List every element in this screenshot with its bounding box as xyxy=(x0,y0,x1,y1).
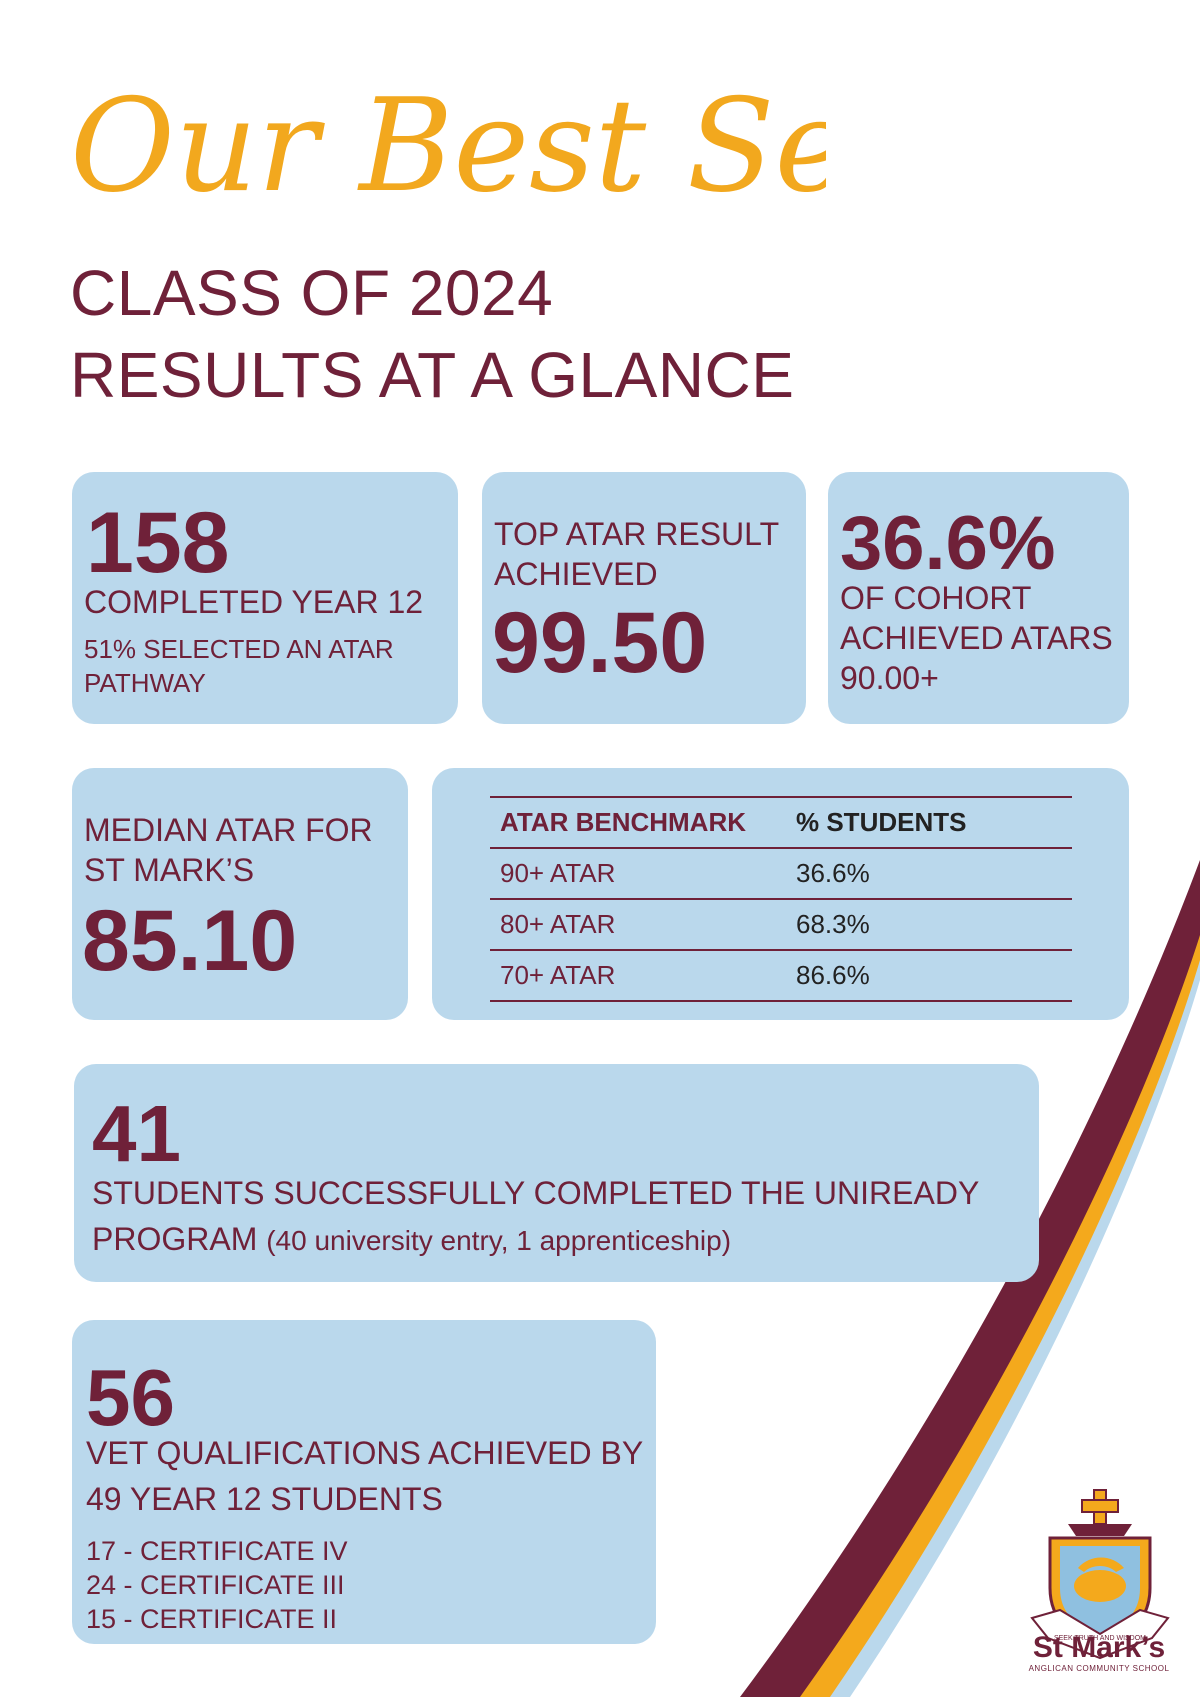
top-atar-card: TOP ATAR RESULT ACHIEVED 99.50 xyxy=(482,472,806,724)
top-atar-label: TOP ATAR RESULT ACHIEVED xyxy=(494,516,779,592)
school-crest-logo: SEEK TRUTH AND WISDOM xyxy=(1030,1489,1170,1660)
benchmark-table: ATAR BENCHMARK % STUDENTS 90+ ATAR 36.6%… xyxy=(490,796,1072,1002)
table-cell: 36.6% xyxy=(786,848,1072,900)
list-item: 17 - CERTIFICATE IV xyxy=(86,1536,348,1566)
table-cell: 68.3% xyxy=(786,899,1072,951)
logo-name: St Mark’s xyxy=(1032,1631,1166,1664)
svg-text:Our Best Selves: Our Best Selves xyxy=(70,72,826,221)
table-row: 90+ ATAR 36.6% xyxy=(490,848,1072,900)
vet-card: 56 VET QUALIFICATIONS ACHIEVED BY 49 YEA… xyxy=(72,1320,656,1644)
table-cell: 90+ ATAR xyxy=(490,848,786,900)
table-header: % STUDENTS xyxy=(786,796,1072,849)
completed-value: 158 xyxy=(86,495,230,591)
vet-value: 56 xyxy=(86,1353,175,1442)
list-item: 15 - CERTIFICATE II xyxy=(86,1604,338,1634)
table-header-row: ATAR BENCHMARK % STUDENTS xyxy=(490,796,1072,849)
vet-list: 17 - CERTIFICATE IV 24 - CERTIFICATE III… xyxy=(86,1534,348,1636)
logo-subtitle: ANGLICAN COMMUNITY SCHOOL xyxy=(1028,1664,1170,1673)
cohort-card: 36.6% OF COHORT ACHIEVED ATARS 90.00+ xyxy=(828,472,1129,724)
list-item: 24 - CERTIFICATE III xyxy=(86,1570,345,1600)
completed-note: 51% SELECTED AN ATAR PATHWAY xyxy=(84,634,394,698)
median-value: 85.10 xyxy=(82,893,298,989)
cohort-label: OF COHORT ACHIEVED ATARS 90.00+ xyxy=(840,580,1113,696)
uniready-card: 41 STUDENTS SUCCESSFULLY COMPLETED THE U… xyxy=(74,1064,1039,1282)
median-card: MEDIAN ATAR FOR ST MARK’S 85.10 xyxy=(72,768,408,1020)
vet-label: VET QUALIFICATIONS ACHIEVED BY 49 YEAR 1… xyxy=(86,1435,643,1517)
svg-text:SEEK TRUTH AND WISDOM: SEEK TRUTH AND WISDOM xyxy=(1054,1635,1146,1642)
uniready-detail: (40 university entry, 1 apprenticeship) xyxy=(266,1225,732,1256)
uniready-label-block: STUDENTS SUCCESSFULLY COMPLETED THE UNIR… xyxy=(92,1170,1022,1264)
cohort-value: 36.6% xyxy=(840,501,1056,586)
table-cell: 86.6% xyxy=(786,950,1072,1002)
benchmark-card: ATAR BENCHMARK % STUDENTS 90+ ATAR 36.6%… xyxy=(432,768,1129,1020)
uniready-value: 41 xyxy=(92,1089,181,1178)
script-title: Our Best Selves xyxy=(70,72,826,221)
table-cell: 70+ ATAR xyxy=(490,950,786,1002)
table-row: 80+ ATAR 68.3% xyxy=(490,899,1072,951)
table-row: 70+ ATAR 86.6% xyxy=(490,950,1072,1002)
median-label: MEDIAN ATAR FOR ST MARK’S xyxy=(84,812,373,888)
table-header: ATAR BENCHMARK xyxy=(490,796,786,849)
logo-text: St Mark’s ANGLICAN COMMUNITY SCHOOL xyxy=(1024,1631,1174,1674)
page-headline: CLASS OF 2024 RESULTS AT A GLANCE xyxy=(70,252,794,416)
table-cell: 80+ ATAR xyxy=(490,899,786,951)
headline-line-1: CLASS OF 2024 xyxy=(70,257,554,329)
uniready-label: STUDENTS SUCCESSFULLY COMPLETED THE UNIR… xyxy=(92,1175,979,1257)
completed-card: 158 COMPLETED YEAR 12 51% SELECTED AN AT… xyxy=(72,472,458,724)
headline-line-2: RESULTS AT A GLANCE xyxy=(70,339,795,411)
top-atar-value: 99.50 xyxy=(492,595,708,691)
completed-label: COMPLETED YEAR 12 xyxy=(84,584,424,620)
